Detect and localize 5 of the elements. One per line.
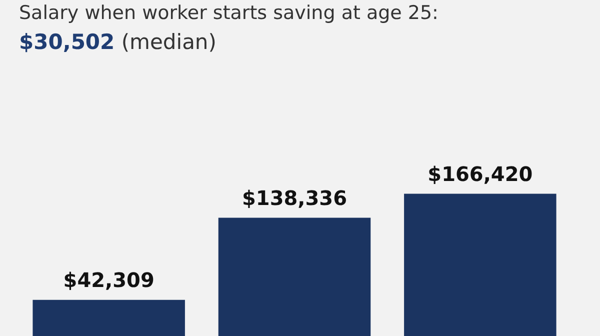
chart-subtitle: $30,502 (median): [19, 30, 216, 54]
chart-title: Salary when worker starts saving at age 25:: [19, 2, 438, 24]
data-label: $138,336: [242, 186, 348, 210]
data-label: $42,309: [63, 268, 154, 292]
data-label: $166,420: [428, 162, 533, 186]
